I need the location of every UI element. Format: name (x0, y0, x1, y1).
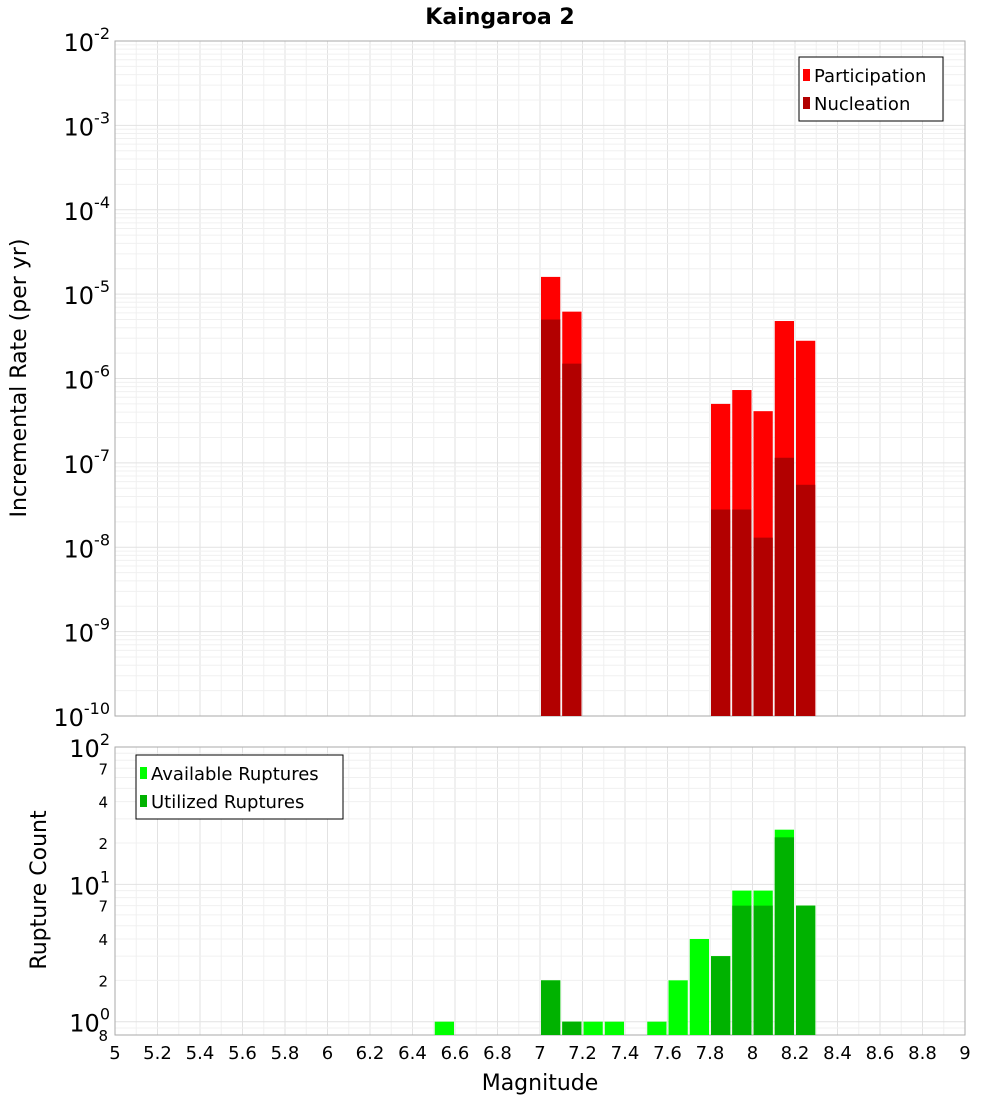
x-tick-label: 6.4 (398, 1043, 427, 1064)
available-ruptures-bar (689, 939, 709, 1035)
bottom-y-minor-tick-label: 2 (98, 835, 108, 853)
top-y-tick-label: 10-7 (64, 446, 111, 479)
top-legend-label: Nucleation (814, 94, 910, 115)
available-ruptures-bar (668, 980, 688, 1035)
top-y-tick-label: 10-3 (64, 108, 111, 141)
bottom-y-major-tick-label: 101 (69, 867, 110, 900)
available-ruptures-bar (604, 1021, 624, 1035)
x-tick-label: 5 (109, 1043, 120, 1064)
bottom-plot-frame (114, 746, 966, 1036)
bottom-y-minor-tick-label: 8 (98, 1027, 108, 1045)
utilized-ruptures-bar (774, 837, 794, 1035)
top-y-tick-label: 10-9 (64, 615, 111, 648)
x-tick-label: 8.4 (823, 1043, 852, 1064)
nucleation-bar (732, 509, 752, 716)
nucleation-bar (562, 363, 582, 716)
x-tick-label: 6.2 (356, 1043, 385, 1064)
bottom-y-major-tick-label: 100 (69, 1005, 110, 1038)
available-ruptures-bar (583, 1021, 603, 1035)
bottom-y-minor-tick-label: 4 (98, 794, 108, 812)
top-y-axis-label: Incremental Rate (per yr) (7, 239, 32, 518)
top-legend-swatch (803, 69, 810, 81)
top-legend-label: Participation (814, 66, 926, 87)
x-tick-label: 5.8 (271, 1043, 300, 1064)
x-tick-label: 5.2 (143, 1043, 172, 1064)
bottom-y-minor-tick-label: 7 (98, 898, 108, 916)
x-tick-label: 6.6 (441, 1043, 470, 1064)
bottom-legend-label: Available Ruptures (151, 764, 319, 785)
x-tick-label: 5.6 (228, 1043, 257, 1064)
top-plot-frame (114, 40, 966, 717)
top-y-tick-label: 10-6 (64, 362, 111, 395)
utilized-ruptures-bar (796, 905, 816, 1035)
x-tick-label: 8.8 (908, 1043, 937, 1064)
x-tick-label: 8.6 (866, 1043, 895, 1064)
x-axis-label: Magnitude (482, 1071, 599, 1096)
bottom-legend-swatch (140, 795, 147, 807)
utilized-ruptures-bar (732, 905, 752, 1035)
x-tick-label: 7.2 (568, 1043, 597, 1064)
bottom-y-major-tick-label: 102 (69, 730, 110, 763)
x-tick-label: 6.8 (483, 1043, 512, 1064)
x-tick-label: 8.2 (781, 1043, 810, 1064)
bottom-y-minor-tick-label: 7 (98, 760, 108, 778)
top-y-tick-label: 10-5 (64, 277, 111, 310)
x-tick-label: 9 (959, 1043, 970, 1064)
x-tick-label: 8 (747, 1043, 758, 1064)
nucleation-bar (711, 509, 731, 716)
nucleation-bar (753, 537, 773, 716)
bottom-legend-label: Utilized Ruptures (151, 792, 304, 813)
bottom-legend-box (135, 754, 344, 820)
bottom-y-axis-label: Rupture Count (27, 810, 52, 970)
top-legend-swatch (803, 97, 810, 109)
top-y-tick-label: 10-8 (64, 530, 111, 563)
bottom-y-minor-tick-label: 4 (98, 931, 108, 949)
utilized-ruptures-bar (562, 1021, 582, 1035)
x-tick-label: 6 (322, 1043, 333, 1064)
bottom-legend-swatch (140, 767, 147, 779)
utilized-ruptures-bar (541, 980, 561, 1035)
utilized-ruptures-bar (753, 905, 773, 1035)
nucleation-bar (774, 457, 794, 716)
top-y-tick-label: 10-2 (64, 24, 111, 57)
available-ruptures-bar (647, 1021, 667, 1035)
x-tick-label: 7.4 (611, 1043, 640, 1064)
top-legend-box (798, 56, 944, 122)
x-tick-label: 7.6 (653, 1043, 682, 1064)
chart-title: Kaingaroa 2 (425, 5, 574, 30)
x-tick-label: 7 (534, 1043, 545, 1064)
nucleation-bar (796, 484, 816, 716)
x-tick-label: 7.8 (696, 1043, 725, 1064)
bottom-y-minor-tick-label: 2 (98, 972, 108, 990)
top-y-tick-label: 10-10 (53, 699, 110, 732)
top-y-tick-label: 10-4 (64, 193, 111, 226)
x-tick-label: 5.4 (186, 1043, 215, 1064)
available-ruptures-bar (434, 1021, 454, 1035)
utilized-ruptures-bar (711, 956, 731, 1035)
nucleation-bar (541, 319, 561, 716)
